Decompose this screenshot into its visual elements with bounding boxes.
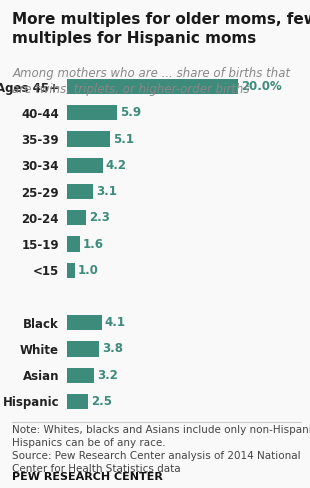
Text: 4.1: 4.1 — [104, 316, 126, 329]
Bar — [67, 105, 117, 121]
Text: Note: Whites, blacks and Asians include only non-Hispanics.
Hispanics can be of : Note: Whites, blacks and Asians include … — [12, 425, 310, 474]
Text: 5.1: 5.1 — [113, 133, 134, 145]
Text: 4.2: 4.2 — [105, 159, 126, 172]
Bar — [67, 158, 103, 173]
Bar — [67, 315, 102, 330]
Text: 1.6: 1.6 — [83, 238, 104, 250]
Bar — [67, 236, 80, 252]
Bar — [67, 210, 86, 225]
Text: 3.2: 3.2 — [97, 369, 117, 382]
Text: 5.9: 5.9 — [120, 106, 141, 119]
Text: 2.3: 2.3 — [89, 211, 110, 224]
Bar — [67, 394, 88, 409]
Bar — [67, 263, 75, 278]
Text: PEW RESEARCH CENTER: PEW RESEARCH CENTER — [12, 472, 163, 482]
Bar — [67, 367, 94, 383]
Text: 3.8: 3.8 — [102, 343, 123, 355]
Text: Among mothers who are ... share of births that
are twins, triplets, or higher-or: Among mothers who are ... share of birth… — [12, 67, 290, 96]
Bar — [67, 79, 238, 94]
Text: 2.5: 2.5 — [91, 395, 112, 408]
Text: 20.0%: 20.0% — [241, 80, 282, 93]
Text: More multiples for older moms, fewer
multiples for Hispanic moms: More multiples for older moms, fewer mul… — [12, 12, 310, 46]
Bar — [67, 342, 99, 357]
Text: 1.0: 1.0 — [78, 264, 99, 277]
Bar — [67, 184, 93, 199]
Text: 3.1: 3.1 — [96, 185, 117, 198]
Bar — [67, 131, 110, 146]
